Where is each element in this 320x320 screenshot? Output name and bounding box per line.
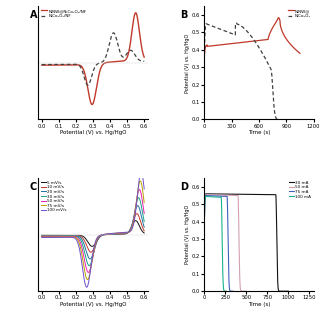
X-axis label: Time (s): Time (s): [248, 130, 270, 135]
Text: B: B: [180, 10, 188, 20]
Y-axis label: Potential (V) vs. Hg/HgO: Potential (V) vs. Hg/HgO: [186, 33, 190, 92]
Text: A: A: [30, 10, 37, 20]
Legend: 30 mA, 50 mA, 75 mA, 100 mA: 30 mA, 50 mA, 75 mA, 100 mA: [288, 180, 311, 199]
Legend: NiNW@NiCo₂O₄/NF, NiCo₂O₄/NF: NiNW@NiCo₂O₄/NF, NiCo₂O₄/NF: [41, 9, 87, 19]
Y-axis label: Potential (V) vs. Hg/HgO: Potential (V) vs. Hg/HgO: [186, 205, 190, 264]
X-axis label: Potential (V) vs. Hg/HgO: Potential (V) vs. Hg/HgO: [60, 130, 126, 135]
X-axis label: Potential (V) vs. Hg/HgO: Potential (V) vs. Hg/HgO: [60, 302, 126, 307]
X-axis label: Time (s): Time (s): [248, 302, 270, 307]
Legend: NiNW@, NiCo₂O₄: NiNW@, NiCo₂O₄: [288, 9, 311, 19]
Legend: 5 mV/s, 10 mV/s, 20 mV/s, 30 mV/s, 50 mV/s, 75 mV/s, 100 mV/s: 5 mV/s, 10 mV/s, 20 mV/s, 30 mV/s, 50 mV…: [41, 180, 67, 213]
Text: C: C: [30, 181, 37, 192]
Text: D: D: [180, 181, 188, 192]
